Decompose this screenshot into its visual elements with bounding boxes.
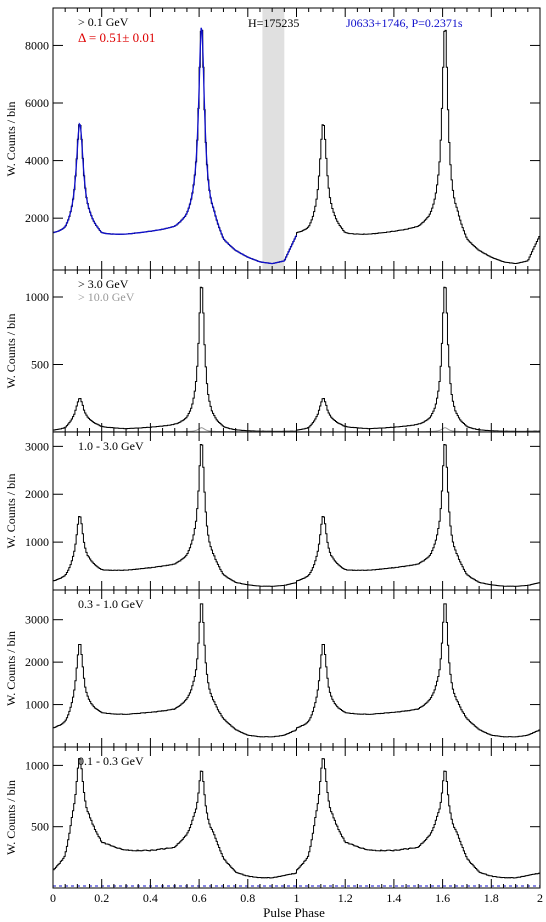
panel-all: 2000 4000 6000 8000 W. Counts / bin > 0.1 GeV…: [4, 7, 541, 271]
x-tick-label: 1.8: [484, 891, 499, 905]
y-tick-label: 2000: [25, 655, 49, 669]
panel-frame: [52, 431, 541, 591]
y-tick-label: 1000: [25, 698, 49, 712]
delta-label: Δ = 0.51± 0.01: [78, 30, 155, 45]
x-tick-label: 1.2: [338, 891, 353, 905]
energy-label: > 3.0 GeV: [78, 277, 129, 291]
y-tick-label: 2000: [25, 487, 49, 501]
x-tick-label: 1: [294, 891, 300, 905]
energy-label: 1.0 - 3.0 GeV: [78, 439, 144, 453]
x-tick-label: 1.4: [386, 891, 401, 905]
x-axis-label: Pulse Phase: [263, 905, 325, 920]
profile-histogram: [53, 29, 540, 265]
x-tick-label: 0.2: [94, 891, 109, 905]
profile-histogram: [53, 286, 540, 432]
profile-histogram: [53, 758, 540, 879]
fit-model-line: [52, 27, 298, 265]
x-tick-label: 0.6: [192, 891, 207, 905]
y-tick-label: 1000: [25, 290, 49, 304]
x-tick-label: 0: [50, 891, 56, 905]
panel-frame: [52, 746, 541, 889]
source-label: J0633+1746, P=0.2371s: [346, 16, 463, 30]
y-tick-label: 1000: [25, 535, 49, 549]
y-axis-label: W. Counts / bin: [4, 631, 18, 706]
y-axis-label: W. Counts / bin: [4, 474, 18, 549]
y-axis-label: W. Counts / bin: [4, 780, 18, 855]
x-tick-label: 2: [537, 891, 543, 905]
y-tick-label: 500: [31, 358, 49, 372]
energy-label: > 0.1 GeV: [78, 15, 129, 29]
y-tick-label: 4000: [25, 154, 49, 168]
y-axis-label: W. Counts / bin: [4, 102, 18, 177]
panel-frame: [52, 589, 541, 748]
profile-histogram: [53, 444, 540, 587]
x-tick-label: 0.4: [143, 891, 158, 905]
offpulse-band: [262, 8, 285, 270]
energy-label: 0.3 - 1.0 GeV: [78, 597, 144, 611]
x-tick-label: 1.6: [435, 891, 450, 905]
energy-label-secondary: > 10.0 GeV: [78, 290, 135, 304]
panel-lowest: 500 1000 W. Counts / bin 0 0.2 0.4 0.6 0.8 1 1.2 1…: [4, 746, 543, 905]
x-tick-label: 0.8: [240, 891, 255, 905]
y-tick-label: 8000: [25, 38, 49, 52]
h-statistic-label: H=175235: [248, 16, 299, 30]
panel-high: 500 1000 W. Counts / bin > 3.0 GeV> 10.0 Ge…: [4, 269, 541, 433]
y-tick-label: 3000: [25, 613, 49, 627]
y-tick-label: 6000: [25, 96, 49, 110]
panel-frame: [52, 7, 541, 271]
y-tick-label: 500: [31, 820, 49, 834]
panels: 2000 4000 6000 8000 W. Counts / bin > 0.1 GeV…: [4, 7, 543, 905]
y-tick-label: 3000: [25, 439, 49, 453]
panel-low: 1000 2000 3000 W. Counts / bin 0.3 - 1.0 GeV: [4, 589, 541, 748]
y-tick-label: 2000: [25, 211, 49, 225]
energy-label: 0.1 - 0.3 GeV: [78, 754, 144, 768]
profile-histogram: [53, 603, 540, 738]
y-axis-label: W. Counts / bin: [4, 314, 18, 389]
y-tick-label: 1000: [25, 758, 49, 772]
panel-mid: 1000 2000 3000 W. Counts / bin 1.0 - 3.0 GeV: [4, 431, 541, 591]
